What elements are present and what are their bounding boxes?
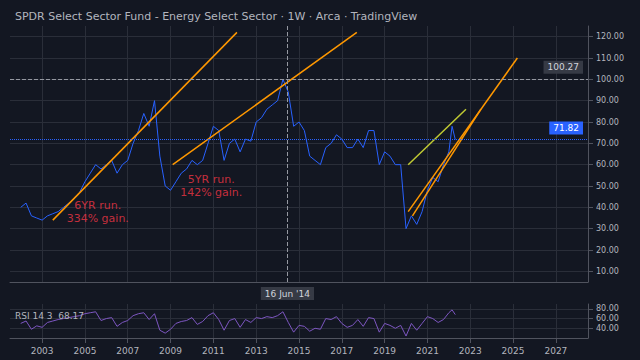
- svg-text:2021: 2021: [416, 346, 439, 356]
- svg-text:RSI 14 3 68.17: RSI 14 3 68.17: [15, 311, 84, 321]
- svg-text:30.00: 30.00: [596, 224, 619, 233]
- svg-text:60.00: 60.00: [596, 160, 619, 169]
- svg-text:71.82: 71.82: [553, 123, 579, 133]
- svg-text:2015: 2015: [288, 346, 311, 356]
- svg-text:6YR run.: 6YR run.: [74, 199, 121, 212]
- svg-text:10.00: 10.00: [596, 267, 619, 276]
- svg-text:20.00: 20.00: [596, 246, 619, 255]
- svg-text:2011: 2011: [202, 346, 225, 356]
- svg-text:80.00: 80.00: [596, 304, 619, 313]
- svg-text:80.00: 80.00: [596, 118, 619, 127]
- svg-text:40.00: 40.00: [596, 324, 619, 333]
- svg-text:2007: 2007: [116, 346, 139, 356]
- svg-text:100.27: 100.27: [548, 62, 580, 72]
- svg-text:SPDR Select Sector Fund - Ener: SPDR Select Sector Fund - Energy Select …: [15, 10, 417, 23]
- svg-text:100.00: 100.00: [596, 75, 624, 84]
- svg-text:142% gain.: 142% gain.: [180, 186, 242, 199]
- svg-text:2027: 2027: [544, 346, 567, 356]
- svg-text:90.00: 90.00: [596, 96, 619, 105]
- svg-text:2003: 2003: [31, 346, 54, 356]
- svg-text:2009: 2009: [159, 346, 182, 356]
- svg-text:2005: 2005: [73, 346, 96, 356]
- svg-text:2013: 2013: [245, 346, 268, 356]
- svg-text:50.00: 50.00: [596, 182, 619, 191]
- svg-text:40.00: 40.00: [596, 203, 619, 212]
- svg-text:2023: 2023: [459, 346, 482, 356]
- svg-text:110.00: 110.00: [596, 54, 624, 63]
- svg-text:120.00: 120.00: [596, 32, 624, 41]
- svg-text:5YR run.: 5YR run.: [188, 173, 235, 186]
- svg-text:2017: 2017: [330, 346, 353, 356]
- svg-text:16 Jun '14: 16 Jun '14: [265, 289, 310, 299]
- svg-text:70.00: 70.00: [596, 139, 619, 148]
- svg-text:334% gain.: 334% gain.: [67, 212, 129, 225]
- svg-text:2025: 2025: [502, 346, 525, 356]
- svg-text:2019: 2019: [373, 346, 396, 356]
- svg-text:60.00: 60.00: [596, 314, 619, 323]
